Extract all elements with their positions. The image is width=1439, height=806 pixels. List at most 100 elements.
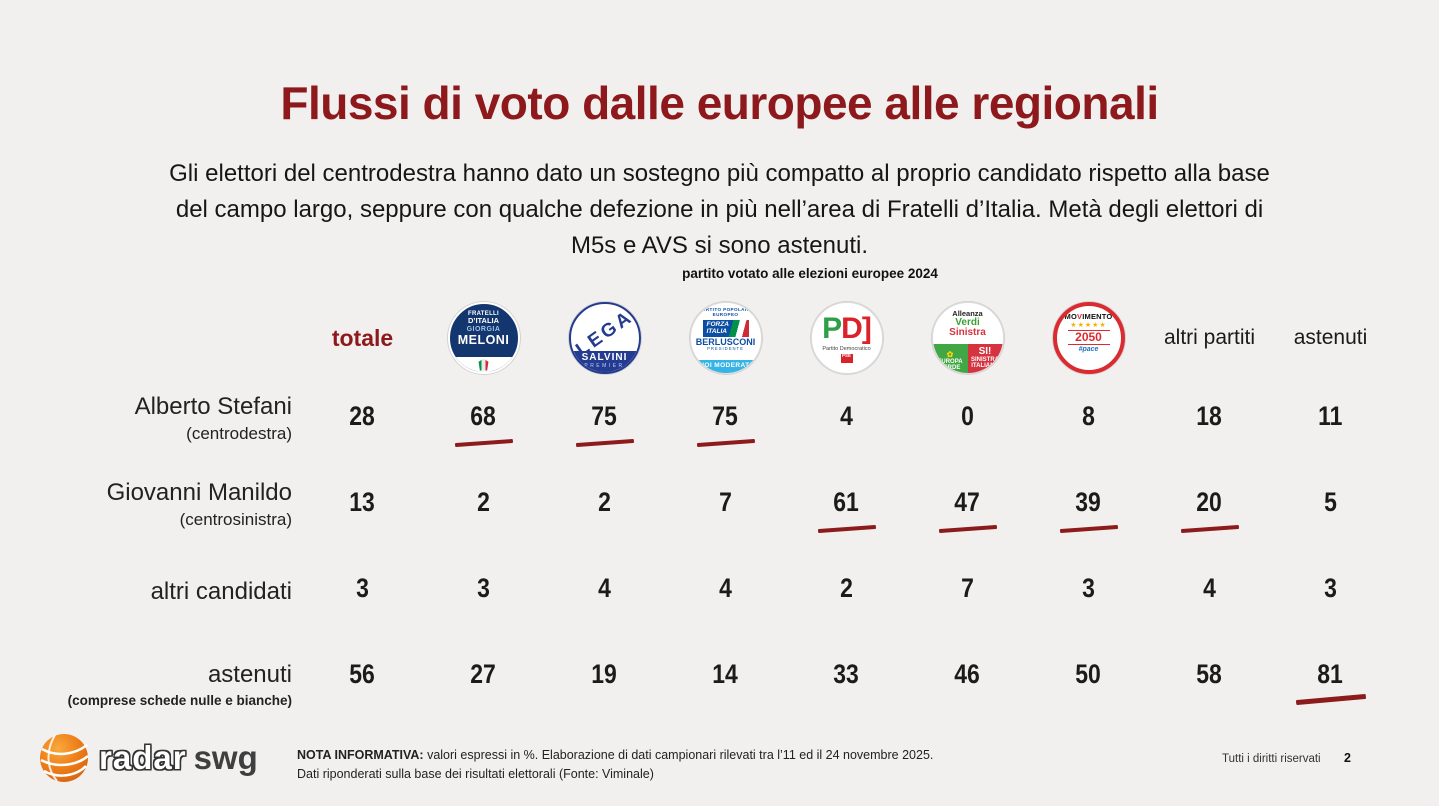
value-cell: 2 <box>786 558 907 644</box>
subtitle: Gli elettori del centrodestra hanno dato… <box>0 156 1439 264</box>
europa-verde-quadrant: ✿ EUROPA VERDE <box>932 343 968 373</box>
value: 2 <box>598 487 611 517</box>
value-cell: 20 <box>1149 472 1270 558</box>
value: 7 <box>719 487 732 517</box>
note-text: valori espressi in %. Elaborazione di da… <box>423 748 934 762</box>
value-cell: 27 <box>423 644 544 730</box>
value: 61 <box>833 487 860 517</box>
forza-italia-flag-icon: FORZA ITALIA <box>702 319 749 337</box>
salvini-band: SALVINI PREMIER <box>570 351 639 372</box>
header-spacer <box>0 290 302 386</box>
value-cell: 13 <box>302 472 423 558</box>
emphasis-underline <box>938 524 997 534</box>
row-name: Alberto Stefani <box>134 393 292 420</box>
vote-flow-table: totale FRATELLI D’ITALIA GIORGIA MELONI … <box>0 290 1391 730</box>
row-name: Giovanni Manildo <box>106 479 292 506</box>
value: 3 <box>1082 573 1095 603</box>
note-label: NOTA INFORMATIVA: <box>297 748 424 762</box>
value: 50 <box>1075 659 1102 689</box>
sunflower-icon: ✿ <box>946 349 954 359</box>
row-label: altri candidati <box>0 558 302 644</box>
row-label: astenuti (comprese schede nulle e bianche… <box>0 644 302 730</box>
column-header-forza-italia: PARTITO POPOLARE EUROPEO FORZA ITALIA BE… <box>665 290 786 386</box>
value: 3 <box>477 573 490 603</box>
value-cell: 56 <box>302 644 423 730</box>
value-cell: 39 <box>1028 472 1149 558</box>
value-cell: 4 <box>1149 558 1270 644</box>
value: 18 <box>1196 401 1223 431</box>
value-cell: 5 <box>1270 472 1391 558</box>
value: 19 <box>591 659 618 689</box>
row-name: altri candidati <box>150 578 292 605</box>
informative-note: NOTA INFORMATIVA: valori espressi in %. … <box>297 746 933 784</box>
value: 0 <box>961 401 974 431</box>
value: 20 <box>1196 487 1223 517</box>
value-cell: 47 <box>907 472 1028 558</box>
emphasis-underline <box>575 438 634 448</box>
row-label: Alberto Stefani (centrodestra) <box>0 386 302 472</box>
value-cell: 2 <box>423 472 544 558</box>
value: 56 <box>349 659 376 689</box>
value: 4 <box>598 573 611 603</box>
table-body: Alberto Stefani (centrodestra) 28 68 75 75 4 0 8… <box>0 386 1391 730</box>
subtitle-line: del campo largo, seppure con qualche def… <box>175 196 1264 223</box>
radar-swg-logo: radar swg <box>38 732 258 784</box>
value-cell: 14 <box>665 644 786 730</box>
table-header-note: partito votato alle elezioni europee 202… <box>682 266 938 281</box>
table-header-row: totale FRATELLI D’ITALIA GIORGIA MELONI … <box>0 290 1391 386</box>
page-number: 2 <box>1344 751 1351 765</box>
emphasis-underline <box>454 438 513 448</box>
rights-text: Tutti i diritti riservati <box>1222 753 1321 765</box>
note-text-2: Dati riponderati sulla base dei risultat… <box>297 767 654 781</box>
value-cell: 4 <box>665 558 786 644</box>
column-header-fratelli-ditalia: FRATELLI D’ITALIA GIORGIA MELONI <box>423 290 544 386</box>
value: 3 <box>356 573 369 603</box>
value: 33 <box>833 659 860 689</box>
table-row: Alberto Stefani (centrodestra) 28 68 75 75 4 0 8… <box>0 386 1391 472</box>
value-cell: 3 <box>302 558 423 644</box>
emphasis-underline <box>1295 693 1366 706</box>
avs-logo-icon: Alleanza Verdi Sinistra ✿ EUROPA VERDE S… <box>931 302 1004 374</box>
row-sublabel: (centrodestra) <box>186 424 292 443</box>
footer: radar swg NOTA INFORMATIVA: valori espre… <box>0 726 1439 806</box>
value: 75 <box>591 401 618 431</box>
value-cell: 75 <box>665 386 786 472</box>
subtitle-line: Gli elettori del centrodestra hanno dato… <box>169 160 1270 187</box>
value: 7 <box>961 573 974 603</box>
value-cell: 18 <box>1149 386 1270 472</box>
value-cell: 61 <box>786 472 907 558</box>
emphasis-underline <box>696 438 755 448</box>
value: 58 <box>1196 659 1223 689</box>
value: 75 <box>712 401 739 431</box>
value-cell: 0 <box>907 386 1028 472</box>
value: 2 <box>477 487 490 517</box>
fratelli-ditalia-logo-icon: FRATELLI D’ITALIA GIORGIA MELONI <box>447 302 520 374</box>
value: 5 <box>1324 487 1337 517</box>
value-cell: 46 <box>907 644 1028 730</box>
table-row: Giovanni Manildo (centrosinistra) 13 2 2 7 61 4… <box>0 472 1391 558</box>
value: 3 <box>1324 573 1337 603</box>
lega-logo-icon: LEGA SALVINI PREMIER <box>568 302 641 374</box>
subtitle-line: M5s e AVS si sono astenuti. <box>570 232 869 259</box>
row-sublabel: (centrosinistra) <box>179 510 292 529</box>
emphasis-underline <box>1059 524 1118 534</box>
value-cell: 3 <box>423 558 544 644</box>
five-stars-icon: ★★★★★ <box>1070 321 1107 329</box>
value: 27 <box>470 659 497 689</box>
column-header-avs: Alleanza Verdi Sinistra ✿ EUROPA VERDE S… <box>907 290 1028 386</box>
value: 11 <box>1318 401 1343 431</box>
table-row: astenuti (comprese schede nulle e bianche… <box>0 644 1391 730</box>
emphasis-underline <box>817 524 876 534</box>
value: 46 <box>954 659 981 689</box>
column-header-pd: PD] Partito Democratico PSE <box>786 290 907 386</box>
row-name: astenuti <box>207 661 292 688</box>
value-cell: 58 <box>1149 644 1270 730</box>
value-cell: 75 <box>544 386 665 472</box>
value: 4 <box>719 573 732 603</box>
value: 13 <box>349 487 376 517</box>
row-label: Giovanni Manildo (centrosinistra) <box>0 472 302 558</box>
emphasis-underline <box>1180 524 1239 534</box>
page-title: Flussi di voto dalle europee alle region… <box>280 77 1159 129</box>
value: 28 <box>349 401 376 431</box>
